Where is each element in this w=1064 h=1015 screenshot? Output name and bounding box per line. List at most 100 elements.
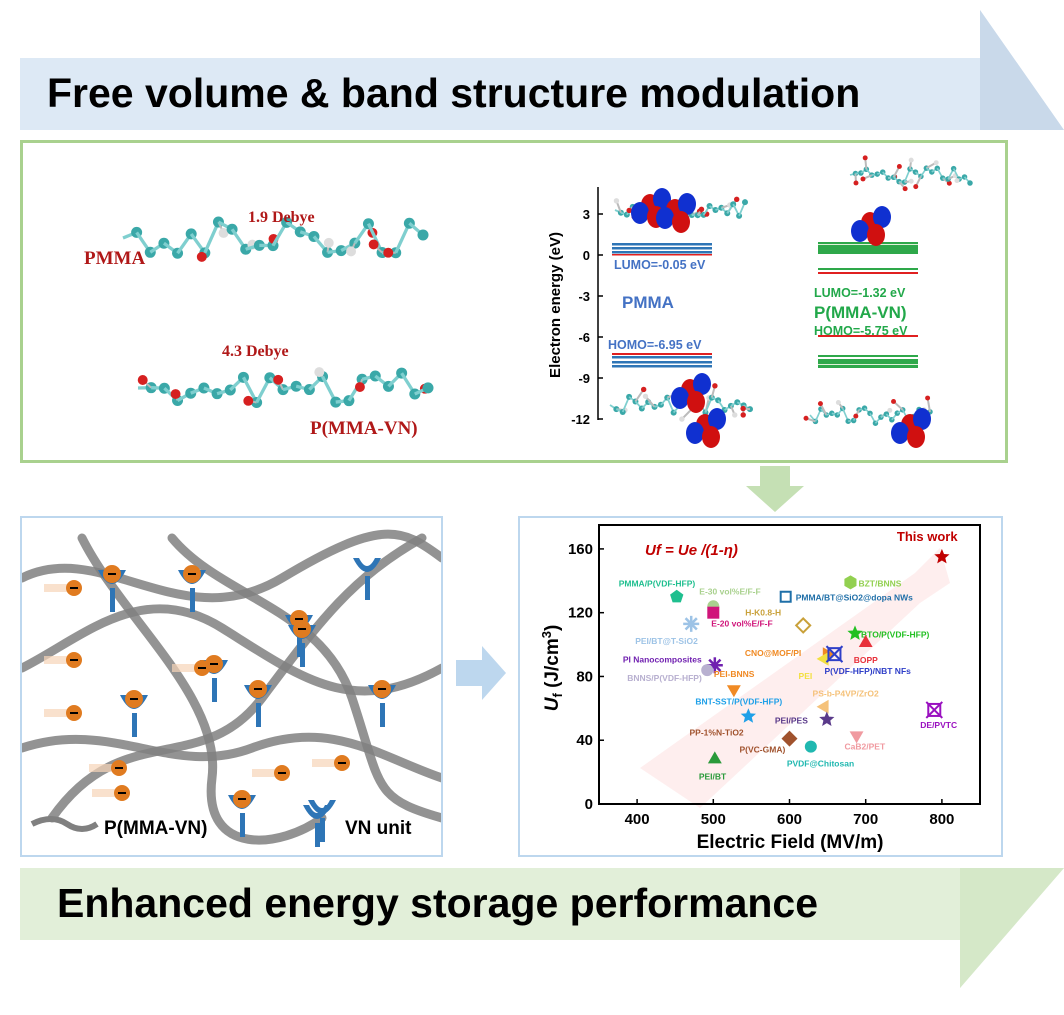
x-tick-label: 500	[701, 811, 726, 828]
formula: Uf = Ue /(1-η)	[645, 542, 738, 559]
band-tick-label: -9	[578, 371, 590, 386]
molecule-model	[122, 216, 429, 262]
data-point: PVDF@Chitosan	[787, 740, 854, 769]
point-marker	[670, 589, 684, 603]
top-banner	[20, 10, 1064, 130]
pmma-lumo: LUMO=-0.05 eV	[614, 258, 706, 272]
vn-unit	[228, 790, 256, 837]
data-point: PMMA/BT@SiO2@dopa NWs	[779, 590, 913, 603]
molecule-illustrations	[122, 216, 434, 408]
band-tick-label: -12	[571, 412, 590, 427]
point-label: PI Nanocomposites	[623, 654, 702, 664]
y-tick-label: 0	[585, 796, 593, 813]
point-marker	[849, 731, 864, 744]
y-tick-label: 80	[576, 668, 593, 685]
point-label: PMMA/BT@SiO2@dopa NWs	[796, 593, 913, 603]
copolymer-levels	[818, 242, 918, 368]
y-tick-label: 160	[568, 541, 593, 558]
legend-chain-label: P(MMA-VN)	[104, 818, 208, 839]
band-tick-label: 0	[583, 248, 590, 263]
point-marker	[707, 751, 722, 764]
x-tick-label: 600	[777, 811, 802, 828]
point-label: PVDF@Chitosan	[787, 759, 854, 769]
data-point: PP-1%N-TiO2	[690, 728, 744, 738]
molecule-model	[137, 367, 434, 408]
pmma-label: PMMA	[84, 248, 146, 269]
pmma-name: PMMA	[622, 293, 674, 312]
data-point: PEI	[799, 652, 829, 681]
data-point: H-K0.8-H	[745, 607, 812, 634]
data-point: PS-b-P4VP/ZrO2	[813, 689, 879, 714]
point-label: PEI-BNNS	[714, 669, 755, 679]
vn-unit	[98, 565, 126, 612]
vn-unit	[368, 680, 396, 727]
data-point: PEI/BT@T-SiO2	[635, 615, 700, 646]
band-tick-label: -3	[578, 289, 590, 304]
data-point: E-20 vol%E/F-F	[707, 606, 773, 629]
x-axis-label: Electric Field (MV/m)	[697, 832, 884, 853]
data-point: BOPP	[854, 635, 878, 665]
ion	[312, 755, 350, 771]
data-point: PEI-BNNS	[714, 669, 755, 698]
copolymer-name: P(MMA-VN)	[814, 303, 907, 322]
point-marker	[934, 548, 950, 564]
x-tick-label: 700	[853, 811, 878, 828]
scatter-chart: 400 500 600 700 800 0 40 80 120 160 This work BZT/…	[539, 524, 981, 853]
point-marker	[781, 730, 798, 747]
vn-unit	[178, 565, 206, 612]
polymer-chain	[167, 533, 441, 823]
point-label: BOPP	[854, 655, 878, 665]
point-marker	[847, 625, 863, 640]
data-point: PEI/PES	[775, 711, 835, 726]
polymer-chain	[77, 533, 327, 845]
data-point: BTO/P(VDF-HFP)	[847, 625, 930, 640]
vn-unit	[288, 620, 316, 667]
copolymer-homo: HOMO=-5.75 eV	[814, 324, 908, 338]
band-tick-label: 3	[583, 207, 590, 222]
vn-unit	[120, 690, 148, 737]
point-label: PEI	[799, 671, 813, 681]
data-point: DE/PVTC	[920, 701, 957, 730]
point-marker	[844, 575, 857, 590]
point-label: E-30 vol%E/F-F	[699, 586, 760, 596]
point-label: PEI/BT@T-SiO2	[635, 636, 698, 646]
point-label: PEI/PES	[775, 716, 808, 726]
legend-chain-icon	[30, 816, 99, 832]
point-marker	[707, 606, 720, 619]
point-marker	[740, 708, 756, 723]
orbital-lobes	[656, 193, 696, 233]
right-arrow-icon	[456, 646, 506, 700]
molecule-model	[849, 155, 973, 192]
y-axis-label: Uf (J/cm3)	[539, 625, 565, 712]
polymer-chain	[22, 529, 441, 603]
point-label: DE/PVTC	[920, 720, 957, 730]
data-point: PMMA/P(VDF-HFP)	[619, 579, 696, 603]
vn-unit	[308, 800, 336, 842]
ion	[92, 785, 130, 801]
orbital-lobes	[686, 408, 726, 448]
orbital-lobes	[851, 206, 891, 246]
copolymer-dipole: 4.3 Debye	[222, 343, 289, 360]
point-marker	[779, 590, 792, 603]
pmma-dipole: 1.9 Debye	[248, 209, 315, 226]
data-point: P(VC-GMA)	[740, 730, 798, 755]
ion	[44, 580, 82, 596]
point-label: BNT-SST/P(VDF-HFP)	[695, 696, 782, 706]
point-label: E-20 vol%E/F-F	[711, 619, 772, 629]
point-marker	[794, 616, 812, 634]
point-label: PP-1%N-TiO2	[690, 728, 744, 738]
point-label: PS-b-P4VP/ZrO2	[813, 689, 879, 699]
bottom-banner	[20, 868, 1064, 988]
data-point: BNNS/P(VDF-HFP)	[627, 664, 714, 683]
y-tick-label: 120	[568, 605, 593, 622]
point-label: PMMA/P(VDF-HFP)	[619, 579, 696, 589]
band-diagram: 3 0 -3 -6 -9 -12 Electron energy (eV) LUMO=-0…	[547, 155, 973, 448]
data-point: P(VDF-HFP)/NBT NFs	[824, 645, 911, 676]
vn-unit	[353, 558, 381, 600]
y-tick-label: 40	[576, 732, 593, 749]
point-label: CaB2/PET	[845, 741, 886, 751]
data-point: This work	[897, 529, 958, 564]
bottom-banner-title: Enhanced energy storage performance	[57, 880, 819, 926]
orbital-lobes	[671, 373, 711, 413]
legend-unit-label: VN unit	[345, 818, 412, 839]
